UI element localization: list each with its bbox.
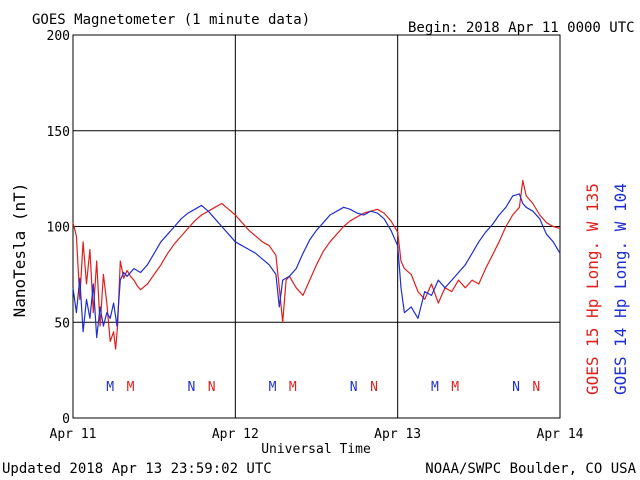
marker-label: M — [127, 380, 135, 395]
legend: GOES 15 Hp Long. W 135 GOES 14 Hp Long. W… — [583, 183, 630, 395]
marker-label: M — [269, 380, 277, 395]
y-tick-labels: 0 50 100 150 200 — [47, 29, 70, 427]
y-tick-label: 200 — [47, 29, 70, 44]
marker-label: N — [370, 380, 378, 395]
legend-goes14: GOES 14 Hp Long. W 104 — [611, 183, 630, 395]
updated-timestamp: Updated 2018 Apr 13 23:59:02 UTC — [2, 461, 272, 477]
series-line-goes14 — [72, 193, 561, 339]
marker-label: N — [532, 380, 540, 395]
x-axis-label: Universal Time — [261, 442, 371, 457]
y-tick-label: 150 — [47, 125, 70, 140]
plot-grid — [72, 34, 561, 419]
y-tick-label: 50 — [54, 316, 70, 331]
x-tick-label: Apr 14 — [537, 427, 584, 442]
x-tick-label: Apr 11 — [50, 427, 97, 442]
y-tick-label: 0 — [62, 412, 70, 427]
marker-label: N — [350, 380, 358, 395]
y-tick-label: 100 — [47, 221, 70, 236]
y-axis-label: NanoTesla (nT) — [10, 183, 29, 318]
begin-value: 2018 Apr 11 0000 UTC — [466, 20, 635, 36]
marker-label: M — [106, 380, 114, 395]
marker-label: N — [187, 380, 195, 395]
legend-goes15: GOES 15 Hp Long. W 135 — [583, 183, 602, 395]
credit-text: NOAA/SWPC Boulder, CO USA — [425, 461, 636, 477]
begin-label: Begin: — [408, 20, 459, 36]
marker-label: M — [289, 380, 297, 395]
series-layer — [72, 179, 561, 350]
x-tick-label: Apr 12 — [212, 427, 259, 442]
chart-title: GOES Magnetometer (1 minute data) — [32, 12, 310, 28]
series-line-goes15 — [72, 179, 561, 350]
marker-label: N — [512, 380, 520, 395]
marker-label: M — [431, 380, 439, 395]
marker-label: M — [451, 380, 459, 395]
marker-label: N — [208, 380, 216, 395]
x-tick-label: Apr 13 — [374, 427, 421, 442]
x-tick-labels: Apr 11 Apr 12 Apr 13 Apr 14 — [50, 427, 584, 442]
